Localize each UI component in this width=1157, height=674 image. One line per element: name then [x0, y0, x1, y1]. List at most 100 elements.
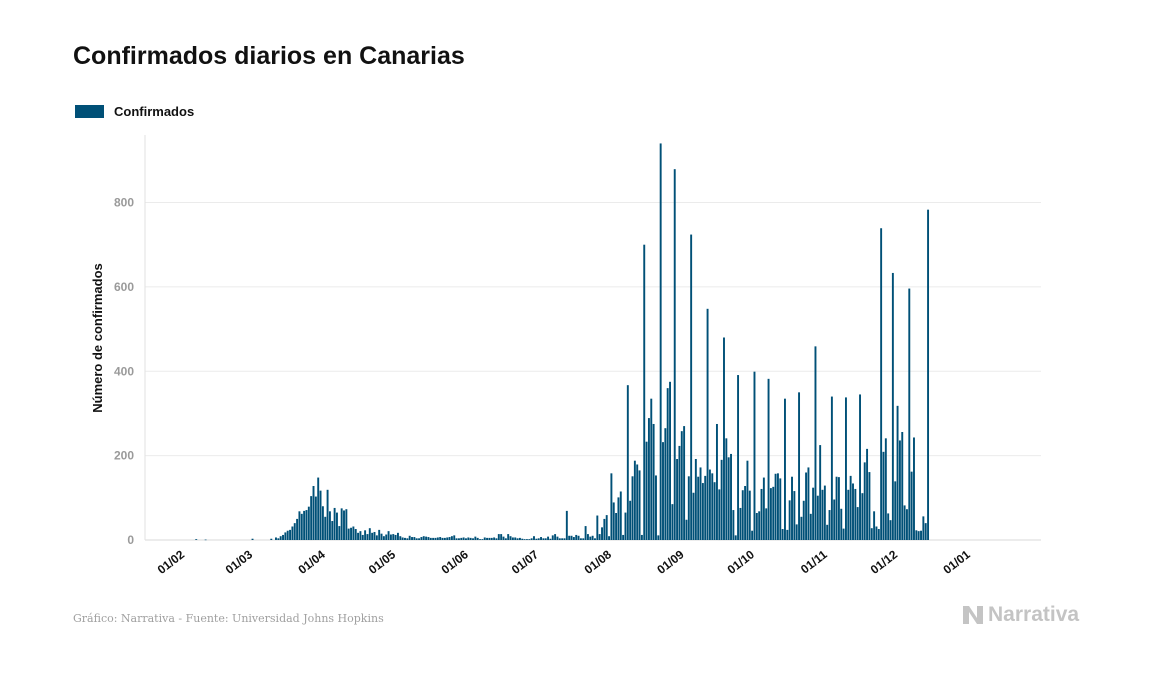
bar: [338, 526, 341, 540]
bar: [298, 511, 301, 540]
bar: [380, 533, 383, 540]
bar: [645, 441, 648, 540]
bar: [514, 537, 517, 540]
bar: [910, 471, 913, 540]
bar: [809, 513, 812, 540]
bar: [751, 530, 754, 540]
bar: [873, 511, 876, 540]
bar: [903, 505, 906, 540]
bar: [638, 470, 641, 540]
bar: [727, 457, 730, 540]
bar: [687, 476, 690, 540]
bar: [427, 537, 430, 540]
bar: [643, 244, 646, 540]
bar: [354, 529, 357, 540]
bar: [636, 464, 639, 540]
bar: [352, 526, 355, 540]
bar: [908, 288, 911, 540]
bar: [723, 337, 725, 540]
bar: [378, 529, 381, 541]
x-tick-label: 01/05: [366, 547, 399, 577]
bar: [279, 536, 282, 540]
bar: [791, 476, 793, 540]
bar: [336, 512, 338, 540]
bar: [528, 539, 531, 540]
x-tick-label: 01/03: [223, 547, 256, 577]
bar: [786, 529, 789, 541]
bar: [847, 489, 850, 540]
bar: [328, 511, 331, 540]
bar: [821, 489, 824, 540]
bar: [762, 477, 765, 540]
bar: [415, 538, 418, 540]
bar: [823, 485, 826, 540]
bar: [755, 513, 758, 540]
x-tick-label: 01/06: [439, 547, 472, 577]
x-tick-label: 01/10: [725, 547, 758, 577]
bar: [875, 526, 878, 540]
bar: [422, 536, 425, 540]
bar: [350, 527, 352, 540]
bar: [852, 483, 854, 540]
bar: [570, 535, 573, 540]
bar: [690, 234, 693, 540]
bar: [523, 539, 526, 540]
bar: [915, 530, 918, 540]
bar: [389, 534, 392, 540]
bar: [343, 510, 345, 540]
bar: [371, 532, 374, 540]
bar: [655, 475, 657, 540]
y-tick-labels: 0 200 400 600 800: [114, 196, 134, 548]
bar: [720, 459, 723, 540]
bar: [711, 473, 714, 540]
bar: [488, 537, 491, 540]
bar: [666, 388, 669, 541]
bar: [814, 346, 817, 540]
bar: [905, 509, 908, 540]
bar: [204, 539, 207, 541]
bar: [774, 473, 777, 540]
bar: [476, 537, 479, 540]
bar: [708, 469, 711, 540]
bar: [340, 508, 343, 540]
bar: [922, 516, 925, 541]
bar: [521, 538, 524, 540]
bar: [741, 490, 744, 540]
bar: [507, 534, 510, 540]
bar: [896, 405, 899, 540]
bar: [626, 385, 629, 540]
bar: [526, 539, 528, 540]
bar: [863, 462, 866, 541]
bar: [394, 534, 397, 540]
bar: [680, 431, 683, 540]
bar: [490, 537, 493, 540]
bar: [345, 509, 348, 540]
bar: [504, 538, 507, 540]
bar: [277, 538, 280, 540]
bar: [746, 460, 749, 540]
bar: [854, 488, 857, 540]
x-tick-label: 01/07: [509, 547, 542, 577]
x-tick-labels: 01/02 01/03 01/04 01/05 01/06 01/07 01/08 01/09…: [155, 547, 973, 577]
bar: [633, 460, 636, 540]
legend: Confirmados: [75, 104, 194, 119]
bar: [608, 536, 611, 540]
bar: [535, 538, 538, 540]
bar: [462, 537, 465, 540]
bar: [565, 510, 568, 540]
bar: [582, 538, 585, 540]
bar: [333, 507, 336, 540]
bar: [598, 534, 601, 540]
bar: [647, 418, 650, 540]
bar: [671, 504, 674, 540]
bar: [293, 523, 296, 541]
bar: [669, 381, 671, 540]
bar: [465, 538, 467, 540]
bar: [509, 536, 512, 540]
bar: [357, 532, 360, 540]
bar: [612, 502, 615, 540]
bar: [744, 486, 747, 540]
bar: [392, 534, 395, 540]
bar: [589, 536, 592, 541]
bar: [622, 534, 625, 540]
